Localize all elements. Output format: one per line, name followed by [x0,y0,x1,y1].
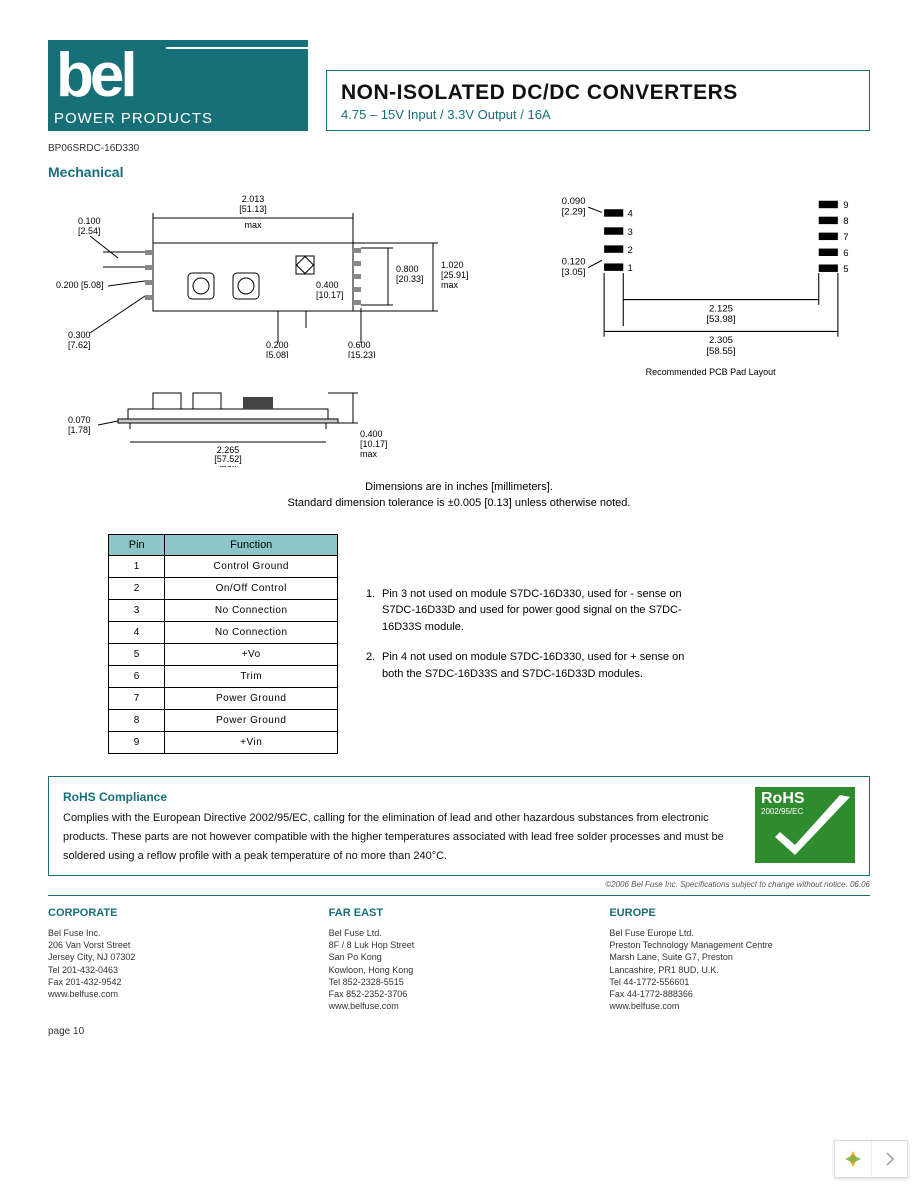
table-row: 1Control Ground [109,555,338,577]
footer: CORPORATEBel Fuse Inc.206 Van Vorst Stre… [48,895,870,1012]
top-view-drawing: 2.013 [51.13] max 0.100[2.54] 0.200 [5.0… [48,188,521,472]
nav-next-button[interactable] [871,1141,907,1177]
table-row: 8Power Ground [109,709,338,731]
part-number: BP06SRDC-16D330 [48,143,870,154]
svg-text:2.013: 2.013 [242,194,265,204]
table-row: 3No Connection [109,599,338,621]
pin-note-1: Pin 3 not used on module S7DC-16D330, us… [382,586,686,636]
table-row: 6Trim [109,665,338,687]
svg-text:2.125: 2.125 [709,303,733,314]
svg-text:9: 9 [843,200,848,211]
rohs-box: RoHS Compliance Complies with the Europe… [48,776,870,876]
mid-row: Pin Function 1Control Ground2On/Off Cont… [48,534,870,754]
nav-logo-icon[interactable] [835,1141,871,1177]
svg-text:[15.23]: [15.23] [348,350,376,358]
footer-col: CORPORATEBel Fuse Inc.206 Van Vorst Stre… [48,906,309,1012]
svg-text:7: 7 [843,232,848,243]
header: bel POWER PRODUCTS NON-ISOLATED DC/DC CO… [48,40,870,131]
svg-text:5: 5 [843,264,848,275]
svg-text:[51.13]: [51.13] [239,204,267,214]
svg-text:[2.54]: [2.54] [78,226,101,236]
pin-table: Pin Function 1Control Ground2On/Off Cont… [108,534,338,754]
svg-text:0.400: 0.400 [316,280,339,290]
notes-column: 1.Pin 3 not used on module S7DC-16D330, … [366,534,686,697]
table-row: 9+Vin [109,731,338,753]
svg-text:[7.62]: [7.62] [68,340,91,350]
svg-text:[58.55]: [58.55] [707,346,736,357]
svg-text:1: 1 [628,263,633,274]
svg-text:2.305: 2.305 [709,335,733,346]
svg-text:0.200 [5.08]: 0.200 [5.08] [56,280,104,290]
svg-text:[25.91]: [25.91] [441,270,469,280]
svg-text:3: 3 [628,227,633,238]
side-view-drawing: 0.070[1.78] 2.265 [57.52] max 0.400[10.1… [48,367,398,467]
svg-text:max: max [244,220,262,230]
footer-col: EUROPEBel Fuse Europe Ltd.Preston Techno… [609,906,870,1012]
svg-text:0.400: 0.400 [360,429,383,439]
title-main: NON-ISOLATED DC/DC CONVERTERS [341,81,855,105]
svg-text:8: 8 [843,216,848,227]
svg-text:4: 4 [628,209,634,220]
svg-text:0.090: 0.090 [562,196,586,207]
svg-text:1.020: 1.020 [441,260,464,270]
svg-text:max: max [219,463,237,467]
pcb-caption: Recommended PCB Pad Layout [551,367,870,377]
svg-text:[20.33]: [20.33] [396,274,424,284]
pin-table-header-func: Function [165,534,338,555]
svg-text:[1.78]: [1.78] [68,425,91,435]
nav-widget [834,1140,908,1178]
drawings-row: 2.013 [51.13] max 0.100[2.54] 0.200 [5.0… [48,188,870,472]
svg-text:0.200: 0.200 [266,340,289,350]
svg-text:0.070: 0.070 [68,415,91,425]
title-box: NON-ISOLATED DC/DC CONVERTERS 4.75 – 15V… [326,70,870,131]
rohs-body: Complies with the European Directive 200… [63,812,724,861]
svg-text:0.120: 0.120 [562,257,586,268]
rohs-title: RoHS Compliance [63,787,739,807]
table-row: 2On/Off Control [109,577,338,599]
svg-text:[3.05]: [3.05] [562,267,586,278]
svg-text:0.300: 0.300 [68,330,91,340]
svg-text:[10.17]: [10.17] [360,439,388,449]
dim-note: Dimensions are in inches [millimeters]. … [48,480,870,512]
svg-text:0.100: 0.100 [78,216,101,226]
chevron-right-icon [885,1152,895,1166]
svg-text:[10.17]: [10.17] [316,290,344,300]
logo-block: bel POWER PRODUCTS [48,40,318,131]
svg-text:0.800: 0.800 [396,264,419,274]
page-number: page 10 [48,1026,870,1037]
section-heading: Mechanical [48,164,870,180]
svg-text:max: max [360,449,378,459]
svg-text:bel: bel [56,41,134,110]
table-row: 4No Connection [109,621,338,643]
svg-text:0.600: 0.600 [348,340,371,350]
svg-text:6: 6 [843,248,848,259]
svg-text:[53.98]: [53.98] [707,314,736,325]
table-row: 5+Vo [109,643,338,665]
svg-text:2002/95/EC: 2002/95/EC [761,807,803,816]
pin-note-2: Pin 4 not used on module S7DC-16D330, us… [382,649,686,682]
footer-col: FAR EASTBel Fuse Ltd.8F / 8 Luk Hop Stre… [329,906,590,1012]
rohs-logo: RoHS 2002/95/EC [755,787,855,863]
svg-text:[2.29]: [2.29] [562,207,586,218]
svg-text:2: 2 [628,245,633,256]
title-sub: 4.75 – 15V Input / 3.3V Output / 16A [341,107,855,122]
table-row: 7Power Ground [109,687,338,709]
svg-text:[5.08]: [5.08] [266,350,289,358]
svg-text:RoHS: RoHS [761,790,805,807]
svg-text:max: max [441,280,459,290]
bel-logo: bel [48,40,308,112]
pcb-pad-drawing: 4 3 2 1 9 8 7 6 5 0.090[2.29] 0.120[3.05… [551,188,870,472]
pin-table-header-pin: Pin [109,534,165,555]
copyright: ©2006 Bel Fuse Inc. Specifications subje… [48,880,870,889]
